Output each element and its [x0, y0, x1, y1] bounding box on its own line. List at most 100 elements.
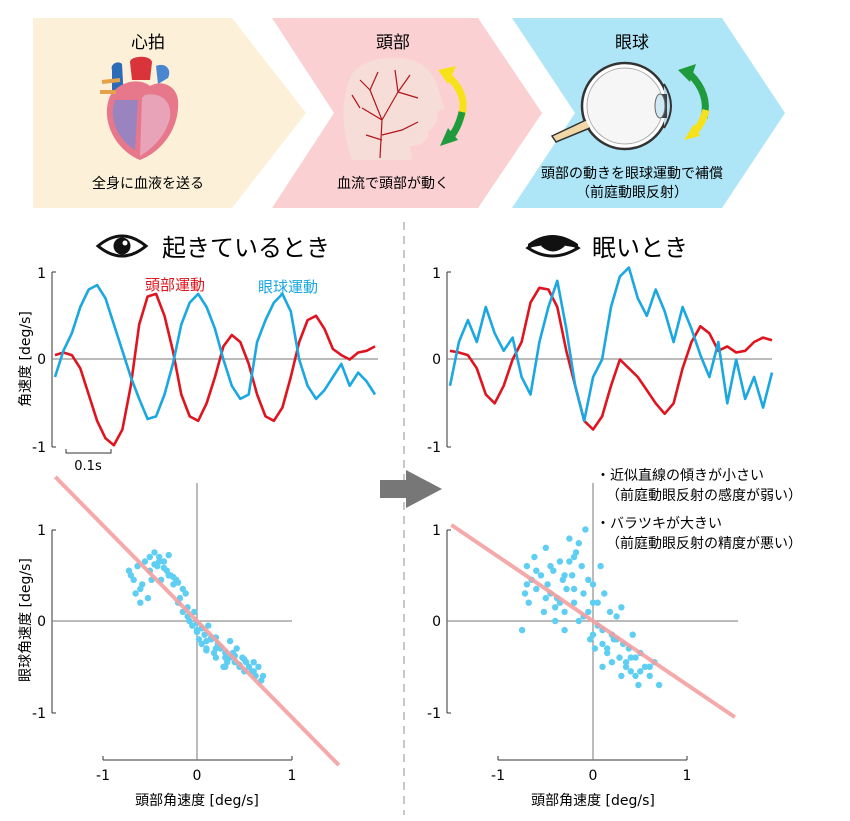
scatter-point: [137, 599, 144, 606]
scatter-point: [632, 654, 639, 661]
scatter-point: [594, 599, 601, 606]
awake-title: 起きているとき: [162, 234, 330, 262]
scatter-point: [518, 626, 526, 634]
scatter-point: [525, 599, 532, 606]
awake-scatter-panel: 眼球角速度 [deg/s] 1 0 -1 -1 0 1 頭部角速度 [deg/s…: [18, 475, 341, 809]
scatter-point: [156, 553, 163, 561]
scatter-point: [132, 590, 139, 597]
scatter-point: [563, 585, 570, 593]
scatter-point: [646, 672, 653, 680]
sleepy-scatter-panel: 1 0 -1 -1 0 1 頭部角速度 [deg/s]: [427, 483, 738, 809]
scatter-point: [160, 564, 168, 572]
sleepy-scatter-xlabel: 頭部角速度 [deg/s]: [531, 793, 655, 809]
scatter-point: [523, 562, 531, 570]
scatter-point: [566, 535, 573, 542]
timeseries-ylabel: 角速度 [deg/s]: [18, 311, 34, 407]
scatter-point: [191, 608, 198, 616]
stage-head-caption: 血流で頭部が動く: [337, 176, 449, 192]
scatter-point: [601, 590, 608, 597]
scatter-point: [259, 672, 267, 680]
scatter-point: [250, 668, 257, 675]
closed-eye-icon: [525, 235, 581, 258]
sleepy-scatter-xtick-zero: 0: [589, 768, 598, 784]
time-scale-bar-label: 0.1s: [74, 459, 102, 474]
sleepy-timeseries-panel: 1 0 -1: [427, 266, 774, 456]
scatter-point: [604, 645, 611, 652]
scatter-point: [222, 663, 229, 670]
sleepy-scatter-ytick-bottom: -1: [427, 706, 441, 722]
scatter-point: [533, 567, 540, 574]
scatter-point: [165, 551, 172, 559]
scatter-point: [195, 636, 203, 643]
stage-heartbeat: 心拍 全身に血液を送る: [33, 18, 306, 208]
scatter-point: [250, 659, 257, 666]
sleepy-scatter-ytick-top: 1: [432, 523, 441, 539]
scatter-point: [575, 617, 582, 625]
awake-time-ytick-zero: 0: [37, 352, 46, 368]
stage-heartbeat-title: 心拍: [131, 33, 165, 53]
heart-icon: [100, 56, 179, 160]
scatter-point: [550, 567, 557, 574]
scatter-point: [646, 663, 653, 670]
transition-arrow-icon: [380, 470, 442, 508]
scatter-point: [627, 654, 634, 661]
scatter-point: [622, 659, 630, 666]
scatter-point: [622, 663, 630, 670]
sleepy-title: 眠いとき: [592, 234, 688, 262]
scatter-point: [585, 608, 592, 616]
scatter-point: [542, 544, 549, 551]
stage-eye: 眼球 頭部の動きを眼球運動で補償 （前庭動眼反射）: [512, 18, 785, 208]
sleepy-fit-line: [450, 523, 736, 719]
stage-head-title: 頭部: [376, 33, 410, 53]
awake-scatter-ytick-bottom: -1: [32, 706, 46, 722]
awake-scatter-xtick-zero: 0: [193, 768, 202, 784]
sleepy-eye-motion-line: [448, 266, 774, 423]
scatter-point: [589, 631, 597, 638]
scatter-point: [561, 572, 568, 579]
scatter-point: [170, 573, 177, 581]
legend-eye-motion: 眼球運動: [258, 278, 318, 296]
sleepy-scatter-points: [518, 526, 663, 689]
scatter-point: [604, 649, 611, 657]
scatter-point: [542, 594, 549, 602]
time-scale-bar: 0.1s: [65, 449, 112, 474]
stage-head: 頭部 血流で頭部が動く: [272, 18, 542, 208]
scatter-point: [222, 654, 229, 661]
eye-rotation-arrow-icon: [678, 64, 710, 140]
scatter-point: [618, 672, 625, 680]
scatter-point: [151, 549, 158, 556]
scatter-point: [151, 561, 158, 568]
scatter-point: [561, 626, 568, 634]
scatter-point: [556, 558, 564, 565]
scatter-point: [578, 562, 585, 570]
note-spread-bullet: ・バラツキが大きい: [596, 516, 722, 532]
scatter-point: [205, 622, 212, 629]
awake-scatter-xtick-right: 1: [288, 768, 297, 784]
scatter-point: [521, 590, 529, 597]
scatter-point: [537, 572, 545, 579]
awake-head-motion-line: [54, 292, 376, 447]
scatter-point: [629, 631, 636, 638]
awake-time-ytick-top: 1: [37, 266, 46, 282]
scatter-point: [533, 585, 540, 593]
head-rotation-arrow-icon: [438, 66, 467, 146]
sleepy-scatter-ytick-zero: 0: [432, 614, 441, 630]
scatter-point: [613, 613, 620, 620]
scatter-point: [156, 558, 163, 565]
scatter-point: [540, 608, 548, 616]
awake-eye-motion-line: [53, 283, 377, 421]
scatter-point: [130, 576, 137, 583]
scatter-point: [186, 617, 193, 625]
head-vessels-icon: [343, 57, 445, 161]
scatter-point: [597, 562, 604, 570]
scatter-point: [637, 668, 644, 675]
scatter-point: [552, 617, 559, 625]
scatter-point: [570, 599, 578, 606]
scatter-point: [203, 647, 210, 654]
stage-eye-title: 眼球: [615, 33, 649, 53]
scatter-point: [198, 640, 205, 648]
scatter-point: [193, 628, 201, 636]
open-eye-icon: [95, 234, 149, 258]
scatter-point: [189, 622, 196, 629]
scatter-point: [585, 576, 592, 583]
